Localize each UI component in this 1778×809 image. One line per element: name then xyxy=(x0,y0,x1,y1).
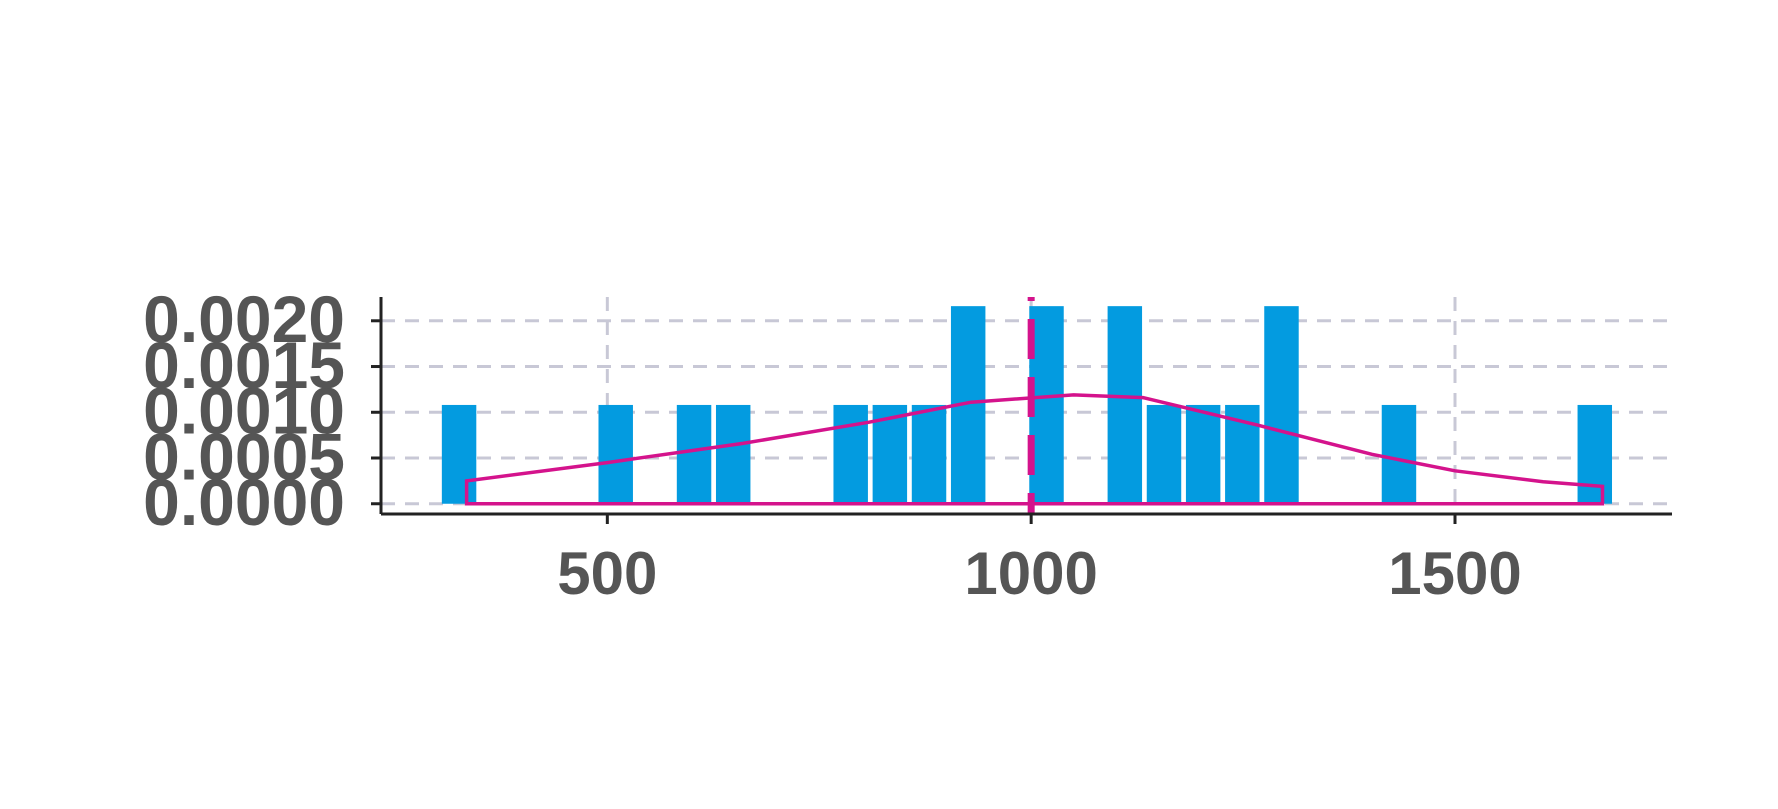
y-tick-label: 0.0015 xyxy=(143,328,345,402)
bar xyxy=(911,404,947,504)
y-tick-label: 0.0005 xyxy=(143,419,345,493)
y-tick-label: 0.0010 xyxy=(143,374,345,448)
bar xyxy=(1107,306,1143,504)
bar xyxy=(833,404,868,504)
bar xyxy=(715,404,751,504)
x-tick-label: 500 xyxy=(557,540,657,607)
bar xyxy=(1577,404,1613,504)
density-curve xyxy=(464,393,1605,506)
bar xyxy=(1381,404,1417,504)
bar xyxy=(1029,306,1064,504)
x-tick-label: 1000 xyxy=(964,540,1097,607)
y-tick-label: 0.0000 xyxy=(143,465,345,539)
x-tick-label: 1500 xyxy=(1388,540,1521,607)
bar xyxy=(441,404,477,504)
bar xyxy=(676,404,712,504)
bar xyxy=(1146,404,1182,504)
y-tick-label: 0.0020 xyxy=(143,282,345,356)
bar xyxy=(1264,306,1299,504)
bar xyxy=(598,404,633,504)
bar xyxy=(1185,404,1221,504)
